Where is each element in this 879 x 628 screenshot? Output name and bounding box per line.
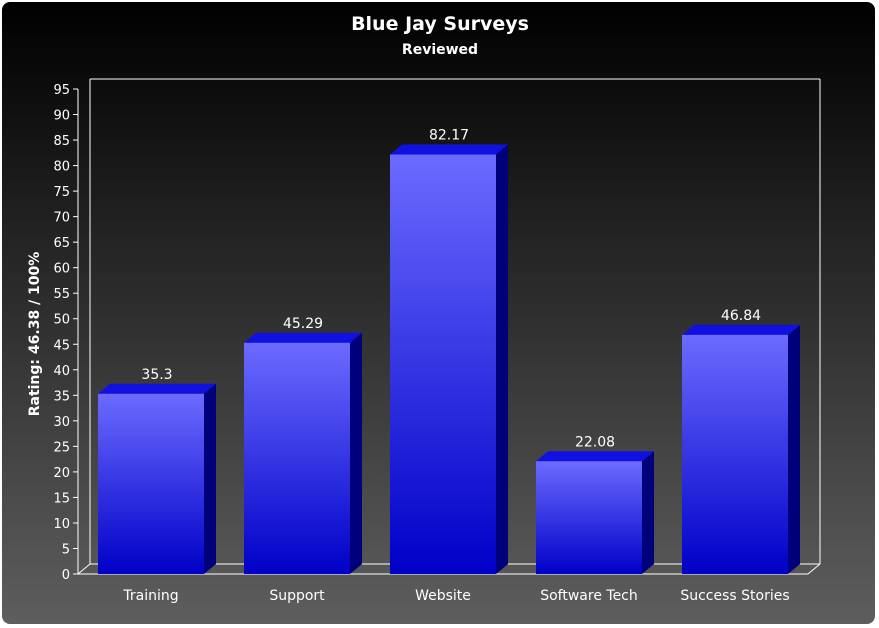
bar-support: 45.29 xyxy=(244,316,362,574)
bar-cap xyxy=(98,383,216,394)
y-tick-label: 45 xyxy=(53,338,70,353)
bar-front xyxy=(536,461,642,574)
bar-front xyxy=(244,342,350,574)
y-tick-label: 65 xyxy=(53,236,70,251)
y-tick-label: 90 xyxy=(53,109,70,124)
bar-front xyxy=(682,334,788,574)
bar-software-tech: 22.08 xyxy=(536,434,654,574)
bar-cap xyxy=(390,144,508,155)
y-tick-label: 55 xyxy=(53,287,70,302)
bar-training: 35.3 xyxy=(98,367,216,574)
y-tick-label: 50 xyxy=(53,313,70,328)
y-ticks: 0 5 10 15 20 25 30 35 40 45 50 55 60 65 70 75 80 85 90 95 xyxy=(53,83,78,583)
y-tick-label: 20 xyxy=(53,466,70,481)
data-label: 82.17 xyxy=(429,128,469,144)
bar-cap xyxy=(244,332,362,343)
x-category-label: Training xyxy=(122,588,178,604)
y-tick-label: 75 xyxy=(53,185,70,200)
y-tick-label: 70 xyxy=(53,211,70,226)
bar-side xyxy=(642,451,654,574)
y-tick-label: 35 xyxy=(53,389,70,404)
data-label: 45.29 xyxy=(283,316,323,332)
y-axis-label: Rating: 46.38 / 100% xyxy=(27,252,43,417)
y-tick-label: 15 xyxy=(53,491,70,506)
y-tick-label: 40 xyxy=(53,364,70,379)
bar-cap xyxy=(682,324,800,335)
y-tick-label: 10 xyxy=(53,517,70,532)
x-category-label: Website xyxy=(415,588,471,604)
floor-right-edge xyxy=(807,563,821,575)
data-label: 22.08 xyxy=(575,434,615,450)
bar-side xyxy=(496,144,508,574)
y-tick-label: 95 xyxy=(53,83,70,98)
x-category-label: Support xyxy=(269,588,325,604)
y-tick-label: 25 xyxy=(53,440,70,455)
y-tick-label: 5 xyxy=(62,542,70,557)
chart-subtitle: Reviewed xyxy=(402,42,478,58)
bar-side xyxy=(788,324,800,574)
bar-side xyxy=(204,383,216,574)
bar-cap xyxy=(536,451,654,462)
x-category-label: Success Stories xyxy=(680,588,789,604)
x-categories: Training Support Website Software Tech Succe… xyxy=(122,588,789,604)
y-tick-label: 30 xyxy=(53,415,70,430)
data-label: 46.84 xyxy=(721,308,761,324)
bar-success-stories: 46.84 xyxy=(682,308,800,574)
bars: 35.3 45.29 82.17 22.08 46.84 xyxy=(98,128,800,574)
data-label: 35.3 xyxy=(141,367,172,383)
bar-side xyxy=(350,332,362,574)
y-tick-label: 0 xyxy=(62,568,70,583)
chart-title: Blue Jay Surveys xyxy=(351,13,529,35)
floor-left-edge xyxy=(77,563,91,575)
bar-website: 82.17 xyxy=(390,128,508,574)
bar-front xyxy=(98,393,204,574)
y-tick-label: 80 xyxy=(53,160,70,175)
y-tick-label: 85 xyxy=(53,134,70,149)
y-tick-label: 60 xyxy=(53,262,70,277)
x-category-label: Software Tech xyxy=(540,588,638,604)
bar-front xyxy=(390,154,496,574)
